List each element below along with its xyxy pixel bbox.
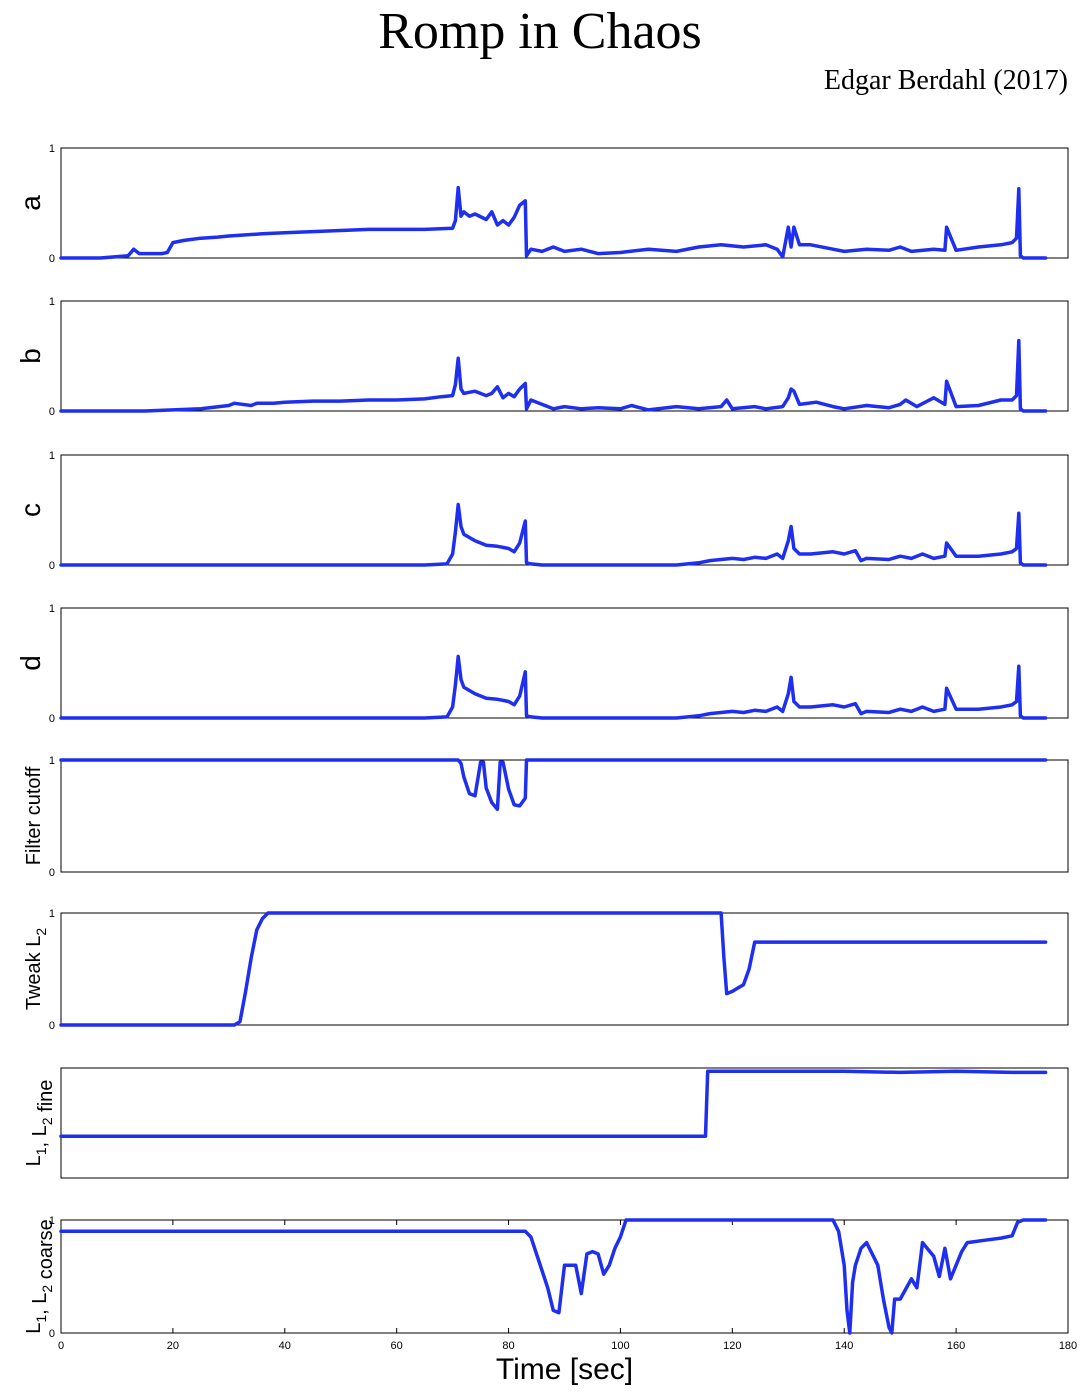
chart-title: Romp in Chaos bbox=[378, 3, 702, 60]
xtick-label: 60 bbox=[391, 1340, 403, 1352]
ytick-label: 0 bbox=[49, 867, 55, 879]
ytick-label: 1 bbox=[49, 296, 55, 308]
panel-a: 0 1 a bbox=[15, 143, 1069, 265]
xtick-label: 140 bbox=[835, 1340, 853, 1352]
ytick-label: 1 bbox=[49, 450, 55, 462]
series-line-l1-l2-fine bbox=[59, 1069, 1048, 1138]
xtick-label: 20 bbox=[167, 1340, 179, 1352]
ytick-label: 1 bbox=[49, 1215, 55, 1227]
axes-box bbox=[60, 759, 1069, 873]
series-line-c bbox=[59, 502, 1048, 567]
ytick-label: 1 bbox=[49, 603, 55, 615]
axes-box bbox=[60, 607, 1069, 719]
axes-box bbox=[60, 1067, 1069, 1179]
xtick-label: 40 bbox=[279, 1340, 291, 1352]
ytick-label: 0 bbox=[49, 253, 55, 265]
panel-b: 0 1 b bbox=[15, 296, 1069, 418]
ytick-label: 0 bbox=[49, 713, 55, 725]
ylabel-l1-l2-fine: L1, L2 fine bbox=[23, 1080, 57, 1167]
xtick-label: 80 bbox=[502, 1340, 514, 1352]
ylabel-c: c bbox=[15, 503, 46, 517]
axes-box bbox=[60, 147, 1069, 259]
series-line-filter-cutoff bbox=[59, 758, 1048, 812]
xlabel: Time [sec] bbox=[496, 1353, 633, 1386]
ytick-label: 0 bbox=[49, 1328, 55, 1340]
panel-filter-cutoff: 0 1 Filter cutoff bbox=[23, 755, 1069, 879]
xtick-label: 180 bbox=[1059, 1340, 1077, 1352]
ytick-label: 0 bbox=[49, 560, 55, 572]
series-line-d bbox=[59, 654, 1048, 720]
axes-box bbox=[60, 300, 1069, 412]
panel-d: 0 1 d bbox=[15, 603, 1069, 725]
ylabel-filter-cutoff: Filter cutoff bbox=[23, 766, 45, 865]
xtick-label: 160 bbox=[947, 1340, 965, 1352]
xtick-label: 0 bbox=[58, 1340, 64, 1352]
panel-c: 0 1 c bbox=[15, 450, 1069, 572]
xtick-label: 100 bbox=[611, 1340, 629, 1352]
ylabel-l1-l2-coarse: L1, L2 coarse bbox=[23, 1219, 57, 1334]
ytick-label: 1 bbox=[49, 143, 55, 155]
axes-box bbox=[60, 912, 1069, 1026]
ylabel-d: d bbox=[15, 655, 46, 671]
ylabel-b: b bbox=[15, 348, 46, 364]
ytick-label: 0 bbox=[49, 1020, 55, 1032]
ylabel-tweak-l2: Tweak L2 bbox=[23, 928, 49, 1010]
chart-author: Edgar Berdahl (2017) bbox=[823, 65, 1068, 96]
ylabel-a: a bbox=[15, 195, 46, 211]
panel-l1-l2-fine: L1, L2 fine bbox=[23, 1067, 1069, 1179]
series-line-tweak-l2 bbox=[59, 911, 1048, 1027]
xtick-label: 120 bbox=[723, 1340, 741, 1352]
ytick-label: 1 bbox=[49, 755, 55, 767]
series-line-a bbox=[59, 185, 1048, 260]
ytick-label: 0 bbox=[49, 406, 55, 418]
series-line-b bbox=[59, 338, 1048, 413]
ytick-label: 1 bbox=[49, 908, 55, 920]
axes-box bbox=[60, 454, 1069, 566]
series-line-l1-l2-coarse bbox=[59, 1218, 1048, 1335]
